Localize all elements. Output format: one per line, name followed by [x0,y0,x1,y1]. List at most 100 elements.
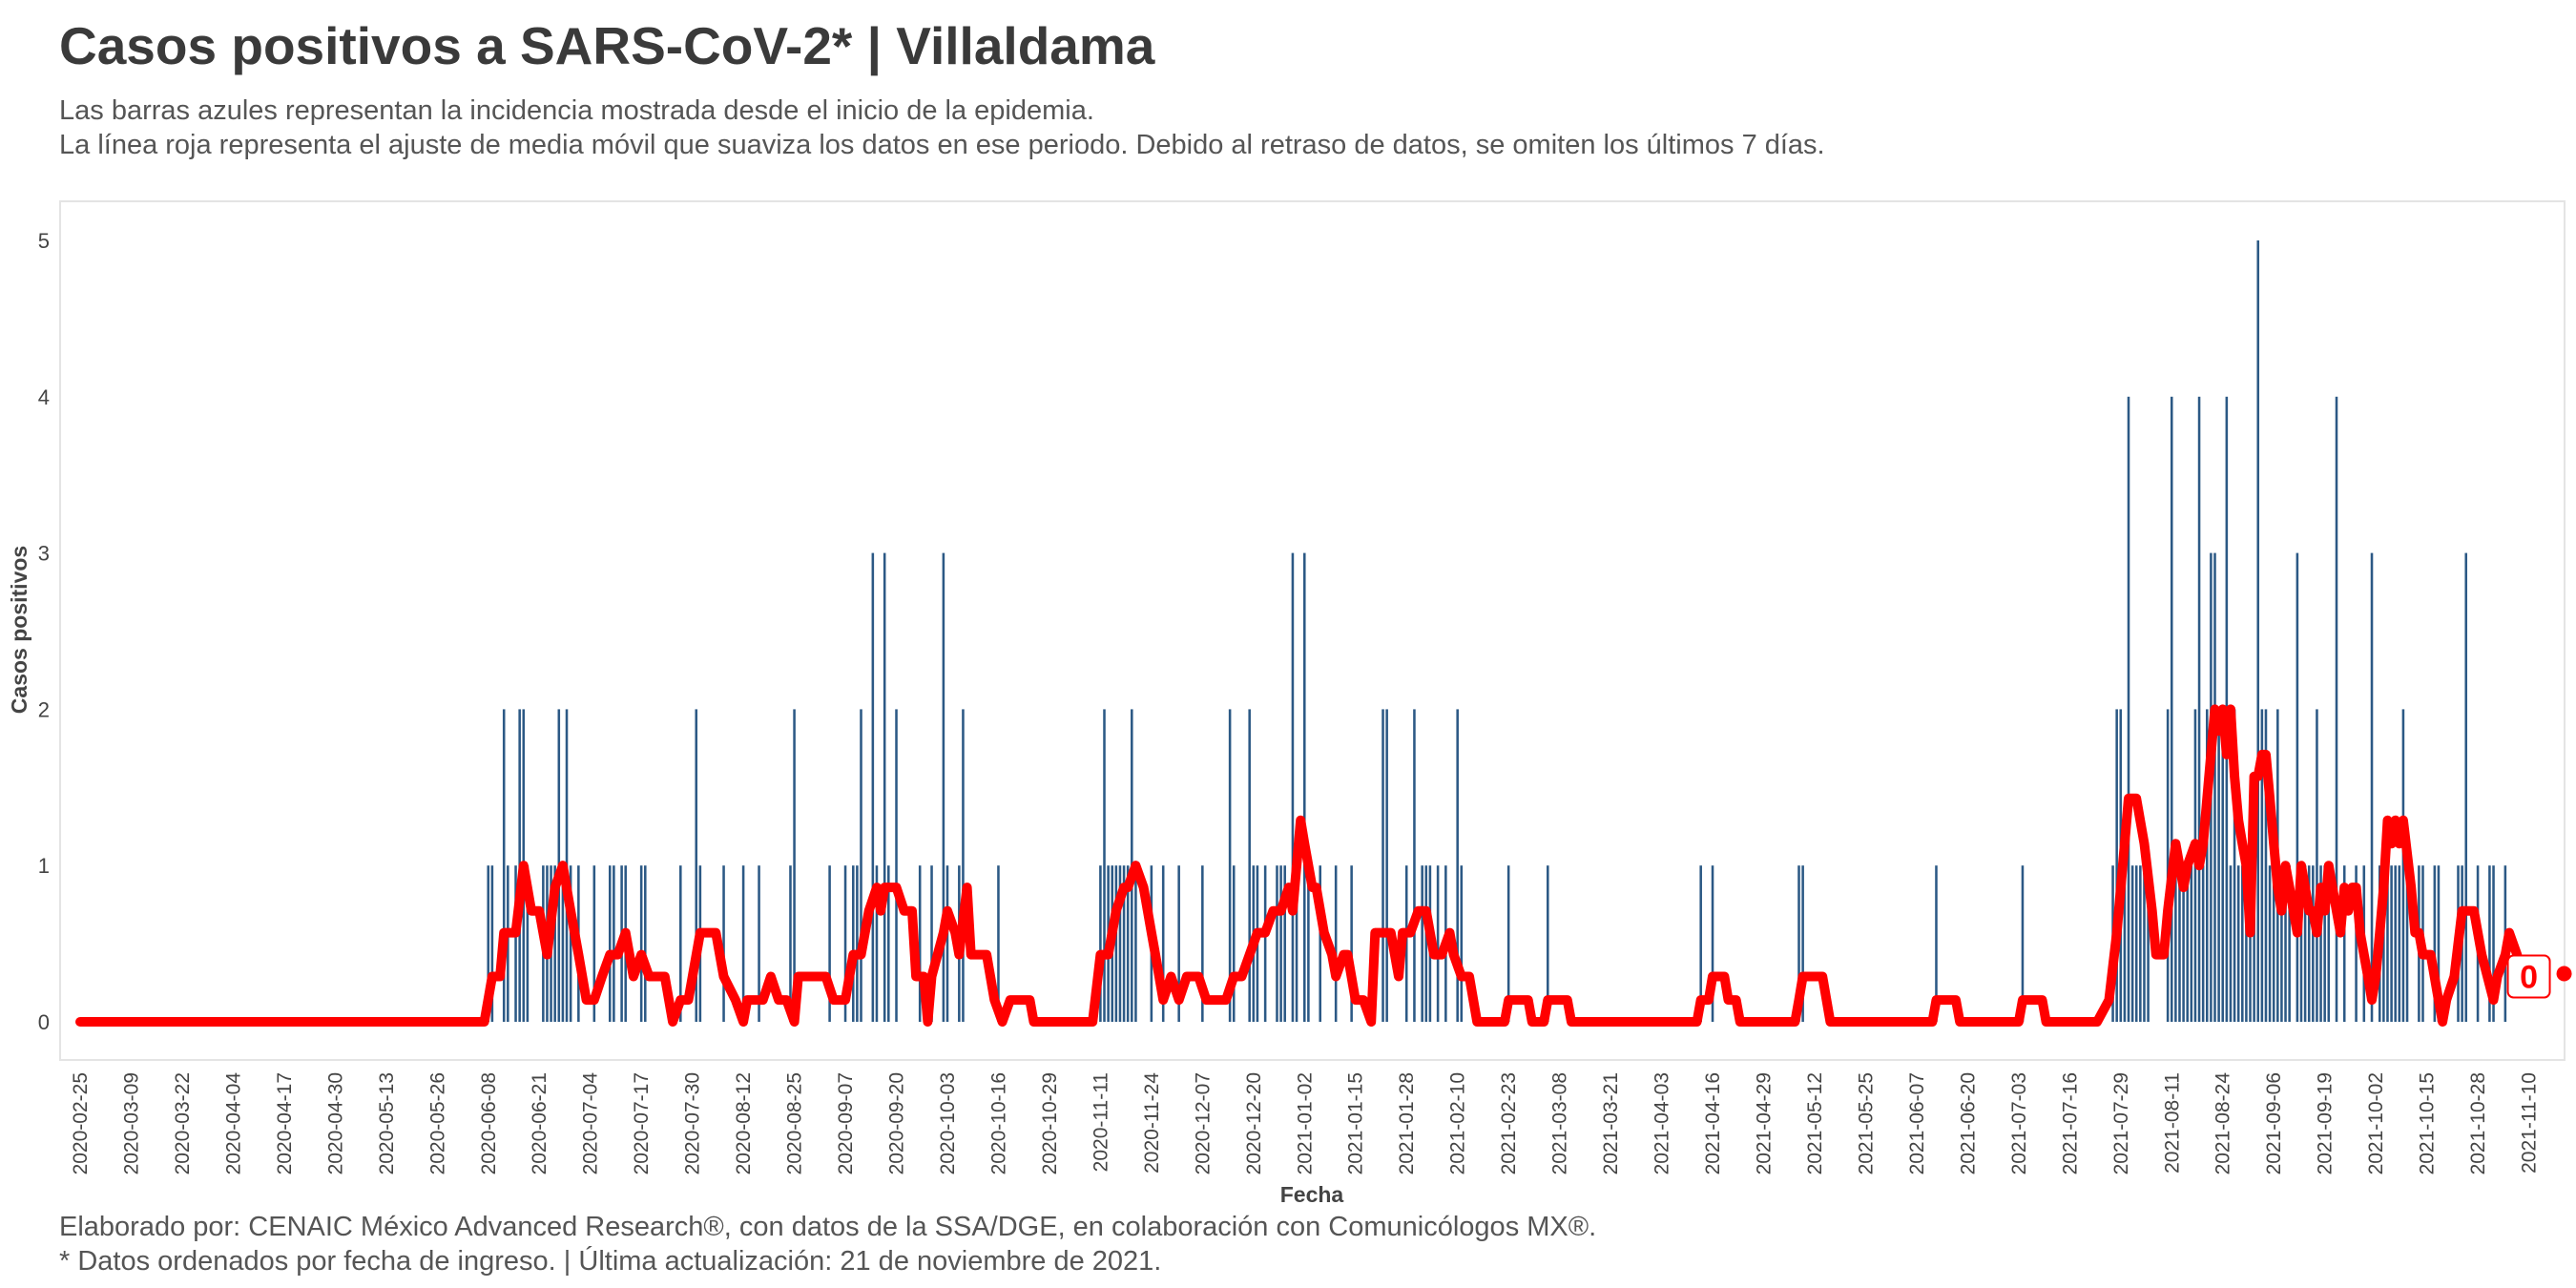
bar-series [487,240,2507,1022]
case-bar [2217,709,2220,1022]
subtitle-line-2: La línea roja representa el ajuste de me… [59,130,1825,160]
x-tick-label: 2020-03-22 [172,1072,194,1174]
case-bar [2284,865,2287,1022]
case-bar [2296,552,2299,1022]
case-bar [502,709,506,1022]
y-tick-label: 5 [38,229,50,253]
x-tick-label: 2020-07-30 [682,1072,704,1174]
case-bar [741,865,745,1022]
case-bar [871,552,875,1022]
case-bar [679,865,682,1022]
case-bar [1122,865,1126,1022]
y-tick-label: 1 [38,854,50,878]
case-bar [2206,709,2209,1022]
case-bar [2178,865,2181,1022]
case-bar [608,865,612,1022]
case-bar [2386,865,2389,1022]
case-bar [1385,709,1388,1022]
x-tick-label: 2021-07-16 [2059,1072,2081,1174]
case-bar [2127,396,2130,1022]
case-bar [2253,865,2255,1022]
case-bar [487,865,490,1022]
case-bar [2390,865,2393,1022]
case-bar [942,552,945,1022]
case-bar [2182,865,2185,1022]
case-bar [2264,709,2268,1022]
y-tick-label: 0 [38,1010,50,1034]
x-tick-label: 2020-05-13 [376,1072,398,1174]
case-bar [2249,865,2252,1022]
case-bar [887,865,890,1022]
case-bar [2260,709,2264,1022]
x-tick-label: 2021-06-20 [1957,1072,1979,1174]
case-bar [1283,865,1286,1022]
y-tick-label: 4 [38,385,50,409]
x-tick-label: 2021-01-02 [1294,1072,1316,1174]
case-bar [2272,865,2275,1022]
x-tick-label: 2021-03-08 [1549,1072,1571,1174]
case-bar [2201,865,2205,1022]
caption-line-1: Elaborado por: CENAIC México Advanced Re… [59,1212,1597,1242]
x-tick-label: 2020-07-17 [631,1072,653,1174]
x-tick-label: 2021-03-21 [1600,1072,1622,1174]
x-tick-label: 2020-04-30 [324,1072,346,1174]
x-tick-label: 2021-04-03 [1652,1072,1673,1174]
x-tick-label: 2020-04-04 [222,1072,244,1175]
x-tick-label: 2020-11-11 [1090,1072,1111,1172]
case-bar [2405,865,2409,1022]
x-tick-label: 2021-06-07 [1906,1072,1928,1174]
case-bar [553,865,556,1022]
x-tick-label: 2020-10-16 [988,1072,1010,1174]
case-bar [722,865,725,1022]
case-bar [613,865,615,1022]
case-bar [758,865,760,1022]
case-bar [1161,865,1165,1022]
case-bar [1232,865,1236,1022]
y-tick-label: 3 [38,542,50,566]
x-tick-label: 2021-05-12 [1804,1072,1826,1174]
case-bar [930,865,933,1022]
case-bar [2229,865,2233,1022]
case-bar [828,865,831,1022]
moving-average-line [75,704,2542,1027]
x-tick-label: 2021-05-25 [1855,1072,1877,1174]
case-bar [2437,865,2441,1022]
case-bar [569,865,572,1022]
case-bar [2147,865,2150,1022]
x-tick-label: 2021-04-16 [1702,1072,1724,1174]
case-bar [1103,709,1106,1022]
x-tick-label: 2021-01-15 [1345,1072,1367,1174]
x-tick-label: 2021-10-15 [2417,1072,2439,1174]
case-bar [2170,396,2173,1022]
case-bar [490,865,494,1022]
case-bar [1350,865,1353,1022]
x-tick-label: 2020-09-07 [835,1072,857,1174]
case-bar [852,865,855,1022]
case-bar [2401,709,2405,1022]
x-tick-label: 2020-06-08 [478,1072,500,1174]
case-bar [1797,865,1800,1022]
x-tick-label: 2020-10-03 [937,1072,959,1174]
case-bar [2492,865,2495,1022]
case-bar [1279,865,1282,1022]
case-bar [2370,552,2374,1022]
case-bar [860,709,862,1022]
x-tick-label: 2021-08-24 [2212,1072,2234,1175]
x-tick-label: 2020-10-29 [1039,1072,1061,1174]
case-bar [2134,865,2138,1022]
case-bar [2130,865,2134,1022]
x-tick-label: 2021-08-11 [2161,1072,2183,1174]
case-bar [2236,865,2240,1022]
case-bar [1319,865,1321,1022]
case-bar [2221,709,2224,1022]
case-bar [1276,865,1278,1022]
case-bar [1201,865,1204,1022]
case-bar [1460,865,1464,1022]
case-bar [1699,865,1702,1022]
last-value-annotation: 0 [2506,954,2572,999]
x-tick-label: 2021-07-29 [2110,1072,2132,1174]
x-tick-label: 2020-03-09 [121,1072,143,1174]
x-tick-label: 2021-02-23 [1498,1072,1520,1174]
case-bar [1295,865,1298,1022]
